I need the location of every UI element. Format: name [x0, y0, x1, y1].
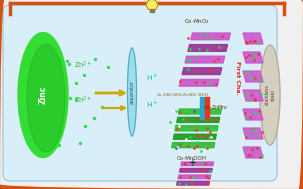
Polygon shape [177, 181, 209, 185]
Text: Zinc: Zinc [38, 86, 48, 104]
Polygon shape [191, 33, 231, 40]
Polygon shape [185, 56, 225, 63]
Polygon shape [182, 68, 222, 74]
Polygon shape [252, 71, 263, 82]
Ellipse shape [27, 44, 65, 152]
Text: H$^+$: H$^+$ [146, 100, 158, 110]
FancyBboxPatch shape [3, 5, 277, 181]
Polygon shape [252, 109, 263, 120]
Circle shape [146, 0, 158, 11]
Text: Co-MnOOH: Co-MnOOH [177, 156, 207, 160]
Polygon shape [179, 169, 212, 172]
Text: First Cha.: First Cha. [235, 61, 241, 95]
Polygon shape [172, 143, 215, 148]
Bar [200, 97, 204, 119]
Polygon shape [243, 90, 254, 101]
Polygon shape [188, 45, 228, 51]
Ellipse shape [18, 33, 68, 157]
Ellipse shape [260, 45, 280, 145]
Polygon shape [178, 175, 211, 179]
Polygon shape [179, 79, 219, 86]
Polygon shape [243, 128, 254, 139]
Ellipse shape [128, 48, 136, 136]
Polygon shape [243, 109, 254, 120]
Text: Co-3Zn(OH)$_2$·ZnSO$_4$·5H$_2$O: Co-3Zn(OH)$_2$·ZnSO$_4$·5H$_2$O [156, 91, 210, 99]
Polygon shape [178, 109, 221, 114]
Text: stainless
steel: stainless steel [265, 85, 275, 105]
Text: Co-ZnMn$_2$: Co-ZnMn$_2$ [203, 104, 229, 112]
Polygon shape [243, 71, 254, 82]
Polygon shape [181, 162, 214, 166]
Polygon shape [252, 33, 263, 44]
Text: Zn$^{2+}$: Zn$^{2+}$ [74, 94, 92, 106]
Text: H$^+$: H$^+$ [146, 73, 158, 83]
Text: +: + [188, 158, 196, 168]
Polygon shape [243, 147, 254, 158]
Polygon shape [243, 33, 254, 44]
Polygon shape [177, 117, 220, 122]
Polygon shape [252, 147, 263, 158]
Text: Zn$^{2+}$: Zn$^{2+}$ [74, 59, 92, 71]
Bar [150, 9, 154, 12]
Text: Co-MnO$_2$: Co-MnO$_2$ [184, 18, 210, 26]
Bar [205, 97, 209, 119]
Polygon shape [243, 52, 254, 63]
Polygon shape [252, 128, 263, 139]
Polygon shape [173, 134, 216, 139]
Polygon shape [252, 52, 263, 63]
Text: separator: separator [129, 80, 135, 104]
Polygon shape [252, 90, 263, 101]
Polygon shape [175, 126, 218, 131]
